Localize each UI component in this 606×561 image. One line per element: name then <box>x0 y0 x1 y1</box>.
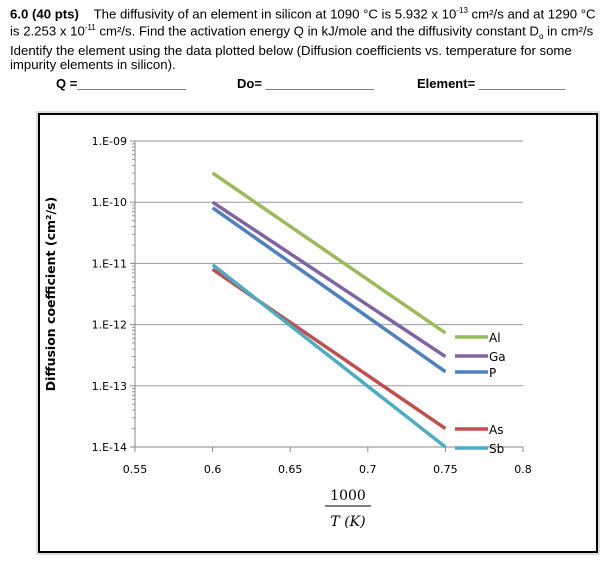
q-answer-blank: Q =_______________ <box>56 76 186 91</box>
legend-label-sb: Sb <box>489 442 504 456</box>
x-tick-label: 0.55 <box>123 463 148 476</box>
question-text: 6.0 (40 pts) The diffusivity of an eleme… <box>10 4 600 72</box>
y-tick-label: 1.E-14 <box>92 441 127 454</box>
do-answer-blank: Do= _______________ <box>237 76 374 91</box>
y-axis-label: Diffusion coefficient (cm²/s) <box>43 197 58 391</box>
exp1: -13 <box>456 6 468 15</box>
sub-o: o <box>538 32 544 42</box>
x-label-numerator: 1000 <box>330 488 366 504</box>
y-tick-label: 1.E-12 <box>92 319 127 332</box>
y-tick-label: 1.E-11 <box>92 257 127 270</box>
chart-frame <box>38 113 598 553</box>
y-tick-label: 1.E-09 <box>92 135 127 148</box>
x-tick-label: 0.8 <box>514 463 532 476</box>
element-answer-blank: Element= ____________ <box>417 76 566 91</box>
x-tick-label: 0.65 <box>278 463 303 476</box>
exp2: -11 <box>84 23 96 33</box>
legend-label-p: P <box>489 366 496 380</box>
legend-label-as: As <box>489 423 503 437</box>
series-line-sb <box>211 263 447 449</box>
q-text-1b: cm²/s and at 1290 °C is 2.253 x 10 <box>10 6 596 39</box>
q-text-3: in cm²/s Identify the element using the … <box>10 23 594 73</box>
x-label-denominator: T (K) <box>330 514 365 530</box>
series-line-al <box>211 171 447 335</box>
series-line-p <box>211 206 447 374</box>
x-tick-label: 0.75 <box>433 463 458 476</box>
legend-label-al: Al <box>489 331 501 345</box>
y-tick-label: 1.E-10 <box>92 196 127 209</box>
q-text-1: The diffusivity of an element in silicon… <box>93 6 457 22</box>
legend-label-ga: Ga <box>489 350 506 364</box>
q-text-2: cm²/s. Find the activation energy Q in k… <box>95 23 539 39</box>
x-tick-label: 0.7 <box>359 463 377 476</box>
question-number: 6.0 (40 pts) <box>10 6 79 22</box>
x-tick-label: 0.6 <box>204 463 222 476</box>
series-line-ga <box>211 200 447 359</box>
y-tick-label: 1.E-13 <box>92 380 127 393</box>
